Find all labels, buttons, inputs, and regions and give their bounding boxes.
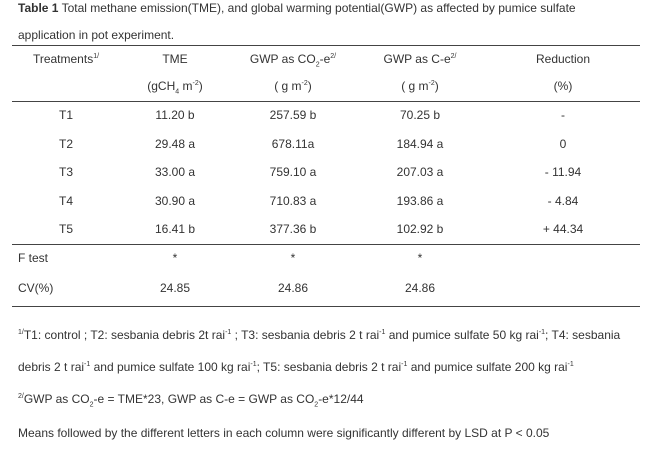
cell: 24.85	[159, 281, 191, 295]
caption: Table 1 Total methane emission(TME), and…	[18, 0, 628, 49]
cell: 710.83 a	[269, 193, 317, 208]
footnote: 1/T1: control ; T2: sesbania debris 2t r…	[18, 318, 633, 382]
text-segment: T1: control ; T2: sesbania debris 2t rai	[23, 328, 226, 342]
text-segment: 2/	[330, 53, 337, 60]
cell: 29.48 a	[154, 136, 196, 151]
text-segment: Means followed by the different letters …	[18, 426, 550, 441]
text-segment: -1	[250, 361, 257, 368]
cell: CV(%)	[18, 281, 54, 295]
cell: T2	[58, 136, 74, 151]
text-segment: -2	[428, 80, 435, 87]
cell: 16.41 b	[154, 222, 196, 236]
text-segment: 1/	[93, 53, 100, 60]
cell: 102.92 b	[396, 222, 444, 236]
cell: 0	[559, 136, 567, 151]
cell: (gCH4 m-2)	[147, 79, 203, 95]
cell: Treatments1/	[33, 52, 99, 66]
text-segment: -1	[84, 361, 91, 368]
cell: + 44.34	[542, 222, 584, 236]
cell: 24.86	[277, 281, 309, 295]
cell: 184.94 a	[396, 136, 444, 151]
cell: -	[561, 108, 565, 122]
cell: GWP as CO2-e2/	[250, 52, 336, 68]
text-segment: GWP as CO	[249, 52, 316, 66]
rule	[12, 45, 640, 46]
text-segment: 2	[89, 401, 94, 409]
text-segment: 1/	[18, 329, 24, 336]
text-segment: and pumice sulfate 50 kg rai	[385, 328, 539, 342]
cell: - 4.84	[547, 193, 579, 208]
text-segment: -1	[538, 329, 546, 336]
text-segment: and pumice sulfate 100 kg rai	[90, 360, 251, 374]
text-segment: m	[179, 79, 193, 93]
text-segment: GWP as CO	[23, 392, 90, 406]
cell: - 11.94	[544, 165, 582, 179]
text-segment: (%)	[553, 79, 573, 93]
cell: *	[172, 251, 178, 265]
footnote: 2/GWP as CO2-e = TME*23, GWP as C-e = GW…	[18, 382, 633, 419]
text-segment: -2	[301, 80, 308, 87]
cell: 193.86 a	[396, 193, 444, 208]
text-segment: GWP as C-e	[383, 52, 451, 66]
cell: *	[290, 251, 296, 265]
text-segment: -1	[401, 361, 408, 368]
text-segment: 2/	[18, 393, 24, 400]
text-segment: 2	[315, 61, 320, 69]
footnotes: 1/T1: control ; T2: sesbania debris 2t r…	[18, 318, 633, 448]
rule	[12, 244, 640, 245]
text-segment: 2/	[450, 53, 457, 60]
cell: GWP as C-e2/	[384, 52, 457, 66]
cell: 70.25 b	[399, 108, 441, 122]
cell: Reduction	[536, 52, 590, 66]
cell: F test	[18, 251, 49, 265]
cell: T1	[58, 108, 74, 122]
cell: 257.59 b	[269, 108, 317, 122]
cell: T4	[58, 193, 74, 208]
cell: 24.86	[404, 281, 436, 295]
text-segment: ( g m	[401, 79, 429, 93]
text-segment: ; T3: sesbania debris 2 t rai	[231, 328, 380, 342]
cell: T5	[58, 222, 74, 236]
cell: T3	[58, 165, 74, 179]
cell: 30.90 a	[154, 193, 196, 208]
rule	[12, 306, 640, 307]
text-segment: ; T4: sesbania debris 2 t rai	[18, 328, 621, 374]
text-segment: -2	[192, 80, 199, 87]
text-segment: and pumice sulfate 200 kg rai	[407, 360, 568, 374]
text-segment: -1	[567, 361, 574, 368]
text-segment: (gCH	[147, 79, 176, 93]
cell: (%)	[554, 79, 573, 93]
text-segment: )	[307, 79, 312, 93]
text-segment: )	[434, 79, 439, 93]
cell: 11.20 b	[155, 108, 195, 122]
caption-text: Total methane emission(TME), and global …	[18, 1, 576, 42]
text-segment: Treatments	[32, 52, 94, 66]
cell: 678.11a	[271, 136, 315, 151]
cell: 207.03 a	[396, 165, 444, 179]
text-segment: ( g m	[274, 79, 302, 93]
cell: 759.10 a	[269, 165, 317, 179]
cell: 33.00 a	[154, 165, 196, 179]
cell: *	[417, 251, 423, 265]
cell: TME	[162, 52, 187, 66]
cell: ( g m-2)	[401, 79, 439, 93]
text-segment: ; T5: sesbania debris 2 t rai	[256, 360, 402, 374]
text-segment: -1	[379, 329, 386, 336]
cell: 377.36 b	[269, 222, 317, 236]
text-segment: 2	[314, 401, 319, 409]
cell: ( g m-2)	[274, 79, 312, 93]
rule	[12, 101, 640, 102]
text-segment: )	[198, 79, 203, 93]
text-segment: TME	[162, 52, 188, 66]
footnote: Means followed by the different letters …	[18, 419, 633, 448]
text-segment: -e	[319, 52, 331, 66]
text-segment: -e = TME*23, GWP as C-e = GWP as CO	[93, 392, 315, 406]
text-segment: -e*12/44	[318, 392, 364, 406]
caption-label: Table 1	[18, 1, 59, 15]
text-segment: -1	[225, 329, 232, 336]
text-segment: Reduction	[535, 52, 591, 66]
text-segment: 4	[175, 88, 180, 96]
